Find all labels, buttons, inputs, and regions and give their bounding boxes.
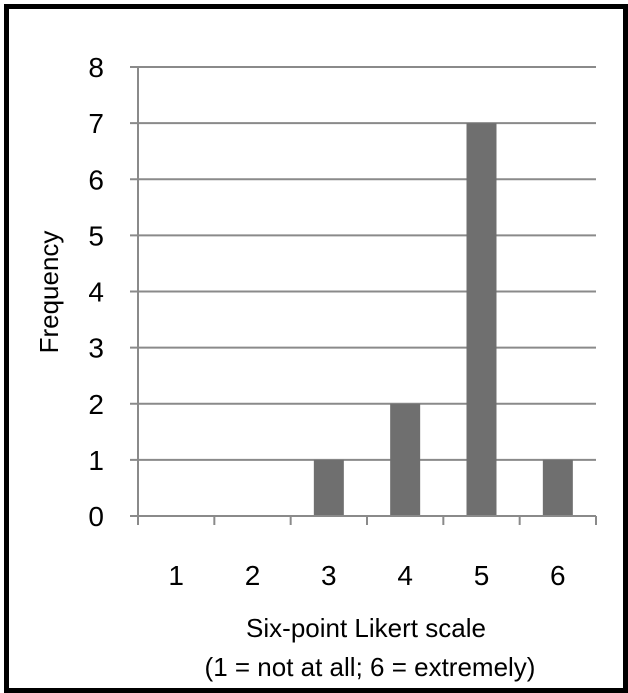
x-tick-label: 1 — [168, 560, 184, 591]
bar — [313, 459, 344, 516]
y-tick-label: 1 — [88, 445, 104, 476]
axes — [130, 66, 597, 525]
y-tick-label: 0 — [88, 501, 104, 532]
y-tick-label: 5 — [88, 220, 104, 251]
y-tick-label: 8 — [88, 52, 104, 83]
x-tick-label: 5 — [474, 560, 490, 591]
x-tick-label: 3 — [321, 560, 337, 591]
bars — [313, 123, 573, 516]
bar — [542, 459, 573, 516]
y-axis-title: Frequency — [34, 231, 64, 354]
y-tick-label: 2 — [88, 389, 104, 420]
bar — [466, 123, 497, 516]
y-tick-label: 7 — [88, 108, 104, 139]
x-axis-title-line1: Six-point Likert scale — [246, 613, 486, 643]
x-tick-label: 6 — [550, 560, 566, 591]
x-axis-title-line2: (1 = not at all; 6 = extremely) — [205, 652, 536, 682]
grid-lines — [138, 66, 596, 461]
y-tick-labels: 0 1 2 3 4 5 6 7 8 — [88, 52, 104, 532]
x-tick-label: 4 — [397, 560, 413, 591]
y-tick-label: 4 — [88, 277, 104, 308]
x-tick-labels: 1 2 3 4 5 6 — [168, 560, 565, 591]
y-tick-label: 6 — [88, 164, 104, 195]
bar — [390, 403, 421, 516]
y-tick-label: 3 — [88, 333, 104, 364]
x-tick-label: 2 — [245, 560, 261, 591]
